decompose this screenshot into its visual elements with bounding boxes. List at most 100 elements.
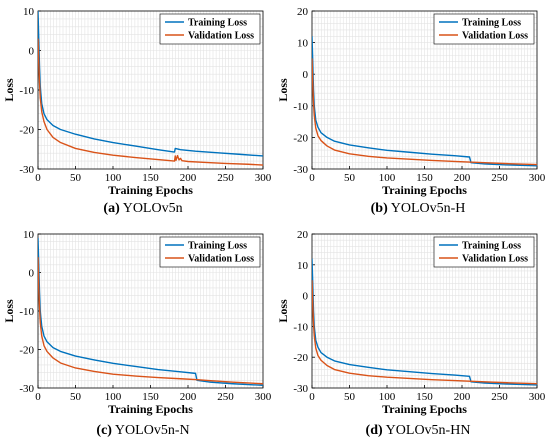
panel-caption: (c) YOLOv5n-N xyxy=(96,423,189,438)
y-tick-label: -30 xyxy=(19,164,34,176)
y-tick-label: 10 xyxy=(23,229,35,241)
legend-training-label: Training Loss xyxy=(462,241,521,252)
y-tick-label: -20 xyxy=(19,125,34,137)
y-axis-label: Loss xyxy=(276,78,290,102)
x-tick-label: 150 xyxy=(416,172,433,184)
x-tick-label: 300 xyxy=(255,391,272,403)
y-axis-label: Loss xyxy=(2,299,16,323)
legend-validation-label: Validation Loss xyxy=(188,31,254,42)
x-tick-label: 0 xyxy=(309,172,315,184)
y-tick-label: 0 xyxy=(29,46,35,58)
legend-validation-label: Validation Loss xyxy=(462,254,528,265)
legend-validation-label: Validation Loss xyxy=(188,254,254,265)
x-axis-label: Training Epochs xyxy=(382,402,467,416)
x-tick-label: 50 xyxy=(70,391,82,403)
y-axis-label: Loss xyxy=(2,78,16,102)
x-tick-label: 150 xyxy=(142,391,159,403)
x-tick-label: 150 xyxy=(416,391,433,403)
caption-letter-close: ) xyxy=(378,423,383,438)
training-loss-line xyxy=(38,11,263,157)
x-tick-label: 150 xyxy=(142,172,159,184)
y-tick-label: -20 xyxy=(293,352,308,364)
validation-loss-line xyxy=(312,58,537,166)
y-tick-label: 0 xyxy=(303,291,309,303)
y-tick-label: 20 xyxy=(297,229,309,241)
x-tick-label: 100 xyxy=(105,391,122,403)
legend-box xyxy=(159,236,261,268)
caption-letter: ( xyxy=(103,201,108,216)
caption-letter-inner: d xyxy=(370,423,378,438)
chart-panel-2: 0 50 100 150 200 250 30020100-10-20-30Training… xyxy=(276,6,546,216)
caption-letter-inner: b xyxy=(375,201,383,216)
validation-loss-line xyxy=(38,257,263,385)
caption-letter-close: ) xyxy=(383,201,388,216)
x-axis-label: Training Epochs xyxy=(108,183,193,197)
legend-training-label: Training Loss xyxy=(188,18,247,29)
x-tick-label: 50 xyxy=(70,172,82,184)
x-tick-label: 250 xyxy=(491,172,508,184)
legend-box xyxy=(159,13,261,45)
grid xyxy=(312,234,537,388)
caption-text: YOLOv5n-N xyxy=(112,423,190,438)
validation-loss-line xyxy=(312,280,537,385)
legend-box xyxy=(433,236,535,268)
y-tick-label: 10 xyxy=(23,6,35,18)
caption-letter-inner: a xyxy=(108,201,115,216)
x-tick-label: 100 xyxy=(105,172,122,184)
x-tick-label: 200 xyxy=(454,172,471,184)
y-tick-label: -30 xyxy=(19,383,34,395)
legend-box xyxy=(433,13,535,45)
x-tick-label: 0 xyxy=(35,172,41,184)
x-tick-label: 50 xyxy=(344,172,356,184)
x-tick-label: 250 xyxy=(491,391,508,403)
legend-training-label: Training Loss xyxy=(188,241,247,252)
y-tick-label: -10 xyxy=(293,101,308,113)
x-tick-label: 200 xyxy=(180,172,197,184)
legend: Training Loss Validation Loss xyxy=(433,13,535,45)
x-tick-label: 200 xyxy=(180,391,197,403)
x-axis-label: Training Epochs xyxy=(382,183,467,197)
panel-caption: (d) YOLOv5n-HN xyxy=(366,423,471,438)
grid xyxy=(38,234,263,388)
y-tick-label: -10 xyxy=(19,306,34,318)
caption-letter: ( xyxy=(96,423,101,438)
caption-letter-close: ) xyxy=(115,201,120,216)
x-tick-label: 300 xyxy=(529,172,546,184)
x-axis-label: Training Epochs xyxy=(108,402,193,416)
y-tick-label: -10 xyxy=(293,321,308,333)
panel-caption: (b) YOLOv5n-H xyxy=(371,201,466,216)
x-tick-label: 0 xyxy=(35,391,41,403)
y-tick-label: 0 xyxy=(303,69,309,81)
x-tick-label: 100 xyxy=(379,391,396,403)
x-tick-label: 300 xyxy=(255,172,272,184)
x-tick-label: 100 xyxy=(379,172,396,184)
legend: Training Loss Validation Loss xyxy=(159,236,261,268)
y-tick-label: 0 xyxy=(29,268,35,280)
y-tick-label: 10 xyxy=(297,38,309,50)
chart-panel-4: 0 50 100 150 200 250 30020100-10-20-30Training… xyxy=(276,229,546,438)
caption-letter: ( xyxy=(366,423,371,438)
legend-training-label: Training Loss xyxy=(462,18,521,29)
y-tick-label: 10 xyxy=(297,260,309,272)
y-tick-label: -20 xyxy=(19,345,34,357)
y-tick-label: -20 xyxy=(293,132,308,144)
caption-text: YOLOv5n-HN xyxy=(383,423,471,438)
caption-letter-close: ) xyxy=(107,423,112,438)
x-tick-label: 250 xyxy=(217,391,234,403)
legend: Training Loss Validation Loss xyxy=(433,236,535,268)
x-tick-label: 50 xyxy=(344,391,356,403)
x-tick-label: 300 xyxy=(529,391,546,403)
y-tick-label: 20 xyxy=(297,6,309,18)
caption-text: YOLOv5n xyxy=(120,201,183,216)
x-tick-label: 0 xyxy=(309,391,315,403)
y-tick-label: -10 xyxy=(19,85,34,97)
caption-text: YOLOv5n-H xyxy=(388,201,466,216)
y-axis-label: Loss xyxy=(276,299,290,323)
x-tick-label: 200 xyxy=(454,391,471,403)
caption-letter: ( xyxy=(371,201,376,216)
y-tick-label: -30 xyxy=(293,164,308,176)
x-tick-label: 250 xyxy=(217,172,234,184)
